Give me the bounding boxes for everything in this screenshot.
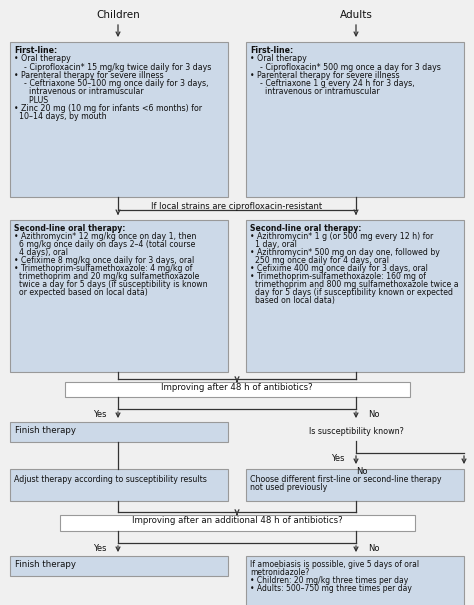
Text: 10–14 days, by mouth: 10–14 days, by mouth: [14, 112, 107, 121]
Text: No: No: [368, 410, 380, 419]
Text: • Azithromycin* 500 mg on day one, followed by: • Azithromycin* 500 mg on day one, follo…: [250, 248, 440, 257]
Bar: [65, 382, 410, 397]
Text: day for 5 days (if susceptibility known or expected: day for 5 days (if susceptibility known …: [250, 289, 453, 298]
Bar: [10, 556, 228, 576]
Text: based on local data): based on local data): [250, 296, 335, 306]
Text: Improving after an additional 48 h of antibiotics?: Improving after an additional 48 h of an…: [132, 516, 342, 525]
Text: First-line:: First-line:: [250, 46, 293, 55]
Text: • Oral therapy: • Oral therapy: [14, 54, 71, 64]
Bar: [246, 556, 464, 605]
Text: • Parenteral therapy for severe illness: • Parenteral therapy for severe illness: [250, 71, 400, 80]
Text: • Children: 20 mg/kg three times per day: • Children: 20 mg/kg three times per day: [250, 576, 408, 585]
Text: • Cefixime 8 mg/kg once daily for 3 days, oral: • Cefixime 8 mg/kg once daily for 3 days…: [14, 256, 194, 265]
Text: • Parenteral therapy for severe illness: • Parenteral therapy for severe illness: [14, 71, 164, 80]
Text: Adults: Adults: [339, 10, 373, 20]
Bar: [10, 422, 228, 442]
Text: trimethoprim and 800 mg sulfamethoxazole twice a: trimethoprim and 800 mg sulfamethoxazole…: [250, 280, 459, 289]
Text: - Ceftriaxone 1 g every 24 h for 3 days,: - Ceftriaxone 1 g every 24 h for 3 days,: [250, 79, 415, 88]
Text: Second-line oral therapy:: Second-line oral therapy:: [250, 224, 361, 233]
Text: Yes: Yes: [331, 454, 345, 463]
Text: • Oral therapy: • Oral therapy: [250, 54, 307, 64]
Text: Is susceptibility known?: Is susceptibility known?: [309, 427, 403, 436]
Text: Choose different first-line or second-line therapy: Choose different first-line or second-li…: [250, 475, 441, 484]
Text: • Cefixime 400 mg once daily for 3 days, oral: • Cefixime 400 mg once daily for 3 days,…: [250, 264, 428, 273]
Text: • Adults: 500–750 mg three times per day: • Adults: 500–750 mg three times per day: [250, 584, 412, 593]
Text: Finish therapy: Finish therapy: [15, 560, 76, 569]
Text: • Trimethoprim-sulfamethoxazole: 160 mg of: • Trimethoprim-sulfamethoxazole: 160 mg …: [250, 272, 426, 281]
Text: or expected based on local data): or expected based on local data): [14, 289, 148, 298]
Text: Adjust therapy according to susceptibility results: Adjust therapy according to susceptibili…: [14, 475, 207, 484]
Text: No: No: [356, 467, 367, 476]
Text: Yes: Yes: [93, 410, 107, 419]
Bar: [10, 220, 228, 372]
Text: 1 day, oral: 1 day, oral: [250, 240, 297, 249]
Text: • Azithromycin* 12 mg/kg once on day 1, then: • Azithromycin* 12 mg/kg once on day 1, …: [14, 232, 196, 241]
Text: Second-line oral therapy:: Second-line oral therapy:: [14, 224, 126, 233]
Text: intravenous or intramuscular: intravenous or intramuscular: [14, 87, 144, 96]
Bar: [246, 42, 464, 197]
Text: - Ciprofloxacin* 15 mg/kg twice daily for 3 days: - Ciprofloxacin* 15 mg/kg twice daily fo…: [14, 62, 211, 71]
Text: Finish therapy: Finish therapy: [15, 426, 76, 435]
Text: First-line:: First-line:: [14, 46, 57, 55]
Bar: [10, 42, 228, 197]
Bar: [246, 220, 464, 372]
Text: • Trimethoprim-sulfamethoxazole: 4 mg/kg of: • Trimethoprim-sulfamethoxazole: 4 mg/kg…: [14, 264, 192, 273]
Text: If amoebiasis is possible, give 5 days of oral: If amoebiasis is possible, give 5 days o…: [250, 560, 419, 569]
Text: - Ciprofloxacin* 500 mg once a day for 3 days: - Ciprofloxacin* 500 mg once a day for 3…: [250, 62, 441, 71]
Text: 6 mg/kg once daily on days 2–4 (total course: 6 mg/kg once daily on days 2–4 (total co…: [14, 240, 195, 249]
Text: If local strains are ciprofloxacin-resistant: If local strains are ciprofloxacin-resis…: [151, 202, 323, 211]
Bar: [60, 515, 415, 531]
Text: • Zinc 20 mg (10 mg for infants <6 months) for: • Zinc 20 mg (10 mg for infants <6 month…: [14, 104, 202, 113]
Text: trimethoprim and 20 mg/kg sulfamethoxazole: trimethoprim and 20 mg/kg sulfamethoxazo…: [14, 272, 200, 281]
Text: intravenous or intramuscular: intravenous or intramuscular: [250, 87, 380, 96]
Text: No: No: [368, 544, 380, 553]
Bar: [10, 469, 228, 501]
Text: Improving after 48 h of antibiotics?: Improving after 48 h of antibiotics?: [161, 383, 313, 392]
Text: • Azithromycin* 1 g (or 500 mg every 12 h) for: • Azithromycin* 1 g (or 500 mg every 12 …: [250, 232, 433, 241]
Bar: [246, 469, 464, 501]
Text: 4 days), oral: 4 days), oral: [14, 248, 68, 257]
Text: PLUS: PLUS: [14, 96, 48, 105]
Text: 250 mg once daily for 4 days, oral: 250 mg once daily for 4 days, oral: [250, 256, 389, 265]
Text: not used previously: not used previously: [250, 483, 327, 492]
Text: Children: Children: [96, 10, 140, 20]
Text: Yes: Yes: [93, 544, 107, 553]
Text: metronidazole?: metronidazole?: [250, 568, 309, 577]
Text: - Ceftriaxone 50–100 mg once daily for 3 days,: - Ceftriaxone 50–100 mg once daily for 3…: [14, 79, 209, 88]
Text: twice a day for 5 days (if susceptibility is known: twice a day for 5 days (if susceptibilit…: [14, 280, 208, 289]
